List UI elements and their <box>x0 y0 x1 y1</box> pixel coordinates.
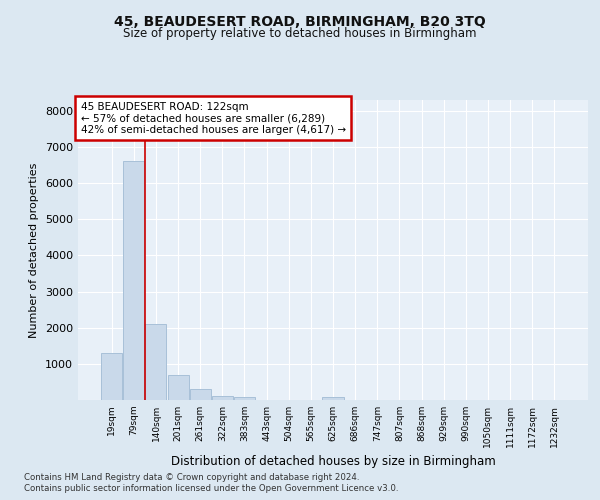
Text: Contains HM Land Registry data © Crown copyright and database right 2024.: Contains HM Land Registry data © Crown c… <box>24 472 359 482</box>
X-axis label: Distribution of detached houses by size in Birmingham: Distribution of detached houses by size … <box>170 456 496 468</box>
Bar <box>145 324 166 400</box>
Y-axis label: Number of detached properties: Number of detached properties <box>29 162 40 338</box>
Text: Size of property relative to detached houses in Birmingham: Size of property relative to detached ho… <box>123 28 477 40</box>
Bar <box>212 396 233 400</box>
Text: 45, BEAUDESERT ROAD, BIRMINGHAM, B20 3TQ: 45, BEAUDESERT ROAD, BIRMINGHAM, B20 3TQ <box>114 15 486 29</box>
Text: Contains public sector information licensed under the Open Government Licence v3: Contains public sector information licen… <box>24 484 398 493</box>
Bar <box>124 162 145 400</box>
Text: 45 BEAUDESERT ROAD: 122sqm
← 57% of detached houses are smaller (6,289)
42% of s: 45 BEAUDESERT ROAD: 122sqm ← 57% of deta… <box>80 102 346 134</box>
Bar <box>322 397 344 400</box>
Bar <box>101 353 122 400</box>
Bar <box>234 397 255 400</box>
Bar <box>167 374 188 400</box>
Bar <box>190 389 211 400</box>
